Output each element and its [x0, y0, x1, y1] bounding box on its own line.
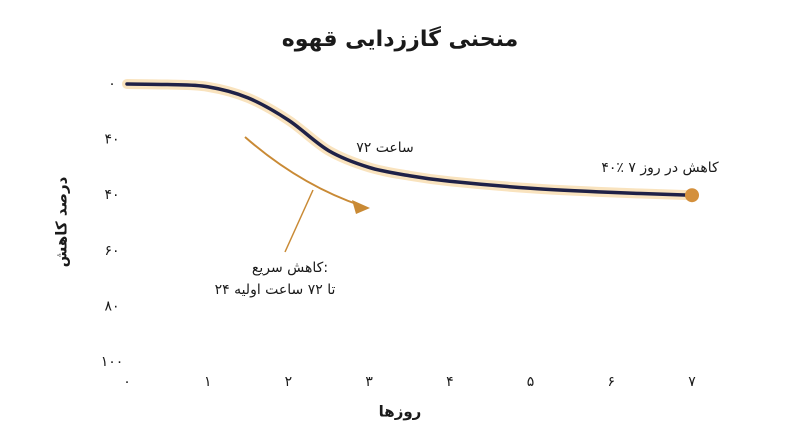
x-tick-label: ۲: [285, 374, 293, 390]
arrow-head: [352, 200, 370, 214]
annotation: ۷۲ ساعت: [356, 140, 414, 156]
y-tick-label: ۱۰۰: [101, 354, 124, 370]
annotation-pointer: [284, 189, 314, 253]
line: [125, 82, 694, 197]
end-marker: [685, 188, 699, 203]
x-tick-label: ۴: [446, 374, 454, 390]
y-tick-label: ۴۰: [104, 187, 119, 203]
y-tick-label: ۸۰: [104, 298, 119, 314]
x-tick-label: ۶: [608, 374, 616, 390]
annotation: کاهش سریع:: [252, 260, 328, 276]
annotation: ۲۴ تا ۷۲ ساعت اولیه: [215, 282, 336, 298]
chart-title: منحنی گاززدایی قهوه: [282, 25, 518, 52]
x-axis-title: روزها: [379, 403, 422, 421]
y-tick-label: ۰: [108, 76, 116, 92]
x-tick-label: ۱: [204, 374, 212, 390]
x-tick-label: ۰: [123, 374, 131, 390]
annotation: ۴۰٪ کاهش در روز ۷: [601, 160, 719, 176]
y-axis-title: درصد کاهش: [53, 176, 71, 267]
annotation-arrow: [244, 136, 363, 207]
y-tick-label: ۶۰: [104, 243, 119, 259]
x-tick-label: ۵: [527, 374, 535, 390]
x-tick-label: ۷: [688, 374, 696, 390]
y-tick-label: ۴۰: [104, 132, 119, 148]
x-tick-label: ۳: [365, 374, 373, 390]
